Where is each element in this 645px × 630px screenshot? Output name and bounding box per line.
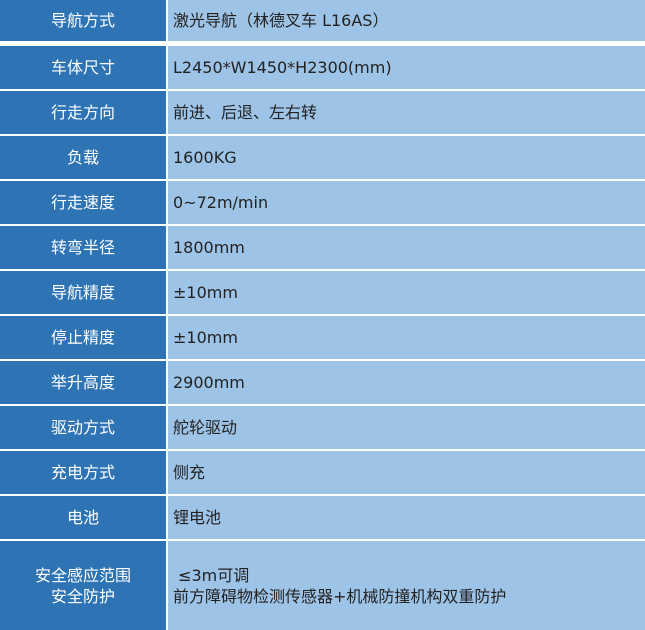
spec-value-text: ±10mm	[173, 283, 238, 302]
spec-value-text: 0~72m/min	[173, 193, 269, 212]
spec-value: 1600KG	[168, 136, 645, 179]
spec-value: 舵轮驱动	[168, 406, 645, 449]
label-line: 安全防护	[50, 586, 115, 606]
spec-value-text: ±10mm	[173, 328, 238, 347]
spec-label: 车体尺寸	[0, 46, 166, 89]
spec-label: 安全感应范围 安全防护	[0, 541, 166, 630]
spec-label: 充电方式	[0, 451, 166, 494]
spec-value: 激光导航（林德叉车 L16AS）	[168, 0, 645, 41]
spec-value-text: 1800mm	[173, 238, 245, 257]
spec-label: 转弯半径	[0, 226, 166, 269]
value-line: 前方障碍物检测传感器+机械防撞机构双重防护	[173, 586, 507, 606]
table-row: 电池 锂电池	[0, 496, 645, 539]
spec-label: 导航方式	[0, 0, 166, 41]
spec-value: 前进、后退、左右转	[168, 91, 645, 134]
spec-label: 停止精度	[0, 316, 166, 359]
table-row: 驱动方式 舵轮驱动	[0, 406, 645, 449]
label-line: 安全感应范围	[34, 565, 131, 585]
spec-label: 行走方向	[0, 91, 166, 134]
spec-value-text: 1600KG	[173, 148, 237, 167]
spec-value: 0~72m/min	[168, 181, 645, 224]
spec-label: 行走速度	[0, 181, 166, 224]
spec-value-text: 前进、后退、左右转	[173, 103, 318, 122]
table-row: 导航精度 ±10mm	[0, 271, 645, 314]
table-row: 导航方式 激光导航（林德叉车 L16AS）	[0, 0, 645, 41]
table-row: 转弯半径 1800mm	[0, 226, 645, 269]
spec-label: 导航精度	[0, 271, 166, 314]
spec-value-text: 2900mm	[173, 373, 245, 392]
spec-value: 2900mm	[168, 361, 645, 404]
spec-label: 驱动方式	[0, 406, 166, 449]
table-row: 停止精度 ±10mm	[0, 316, 645, 359]
spec-value-text: 侧充	[173, 463, 206, 482]
spec-value-text: 锂电池	[173, 508, 222, 527]
spec-value: ±10mm	[168, 316, 645, 359]
table-row: 负载 1600KG	[0, 136, 645, 179]
spec-value: 侧充	[168, 451, 645, 494]
table-row: 充电方式 侧充	[0, 451, 645, 494]
spec-value: ≤3m可调 前方障碍物检测传感器+机械防撞机构双重防护	[168, 541, 645, 630]
spec-value-text: L2450*W1450*H2300(mm)	[173, 58, 392, 77]
spec-value: 1800mm	[168, 226, 645, 269]
spec-label: 举升高度	[0, 361, 166, 404]
spec-label: 负载	[0, 136, 166, 179]
table-row: 安全感应范围 安全防护 ≤3m可调 前方障碍物检测传感器+机械防撞机构双重防护	[0, 541, 645, 630]
value-line: ≤3m可调	[173, 565, 250, 585]
table-row: 车体尺寸 L2450*W1450*H2300(mm)	[0, 46, 645, 89]
spec-value-text: 舵轮驱动	[173, 418, 238, 437]
table-row: 举升高度 2900mm	[0, 361, 645, 404]
spec-value: ±10mm	[168, 271, 645, 314]
spec-label: 电池	[0, 496, 166, 539]
table-row: 行走速度 0~72m/min	[0, 181, 645, 224]
spec-value-text: 激光导航（林德叉车 L16AS）	[173, 11, 389, 30]
table-row: 行走方向 前进、后退、左右转	[0, 91, 645, 134]
spec-value: 锂电池	[168, 496, 645, 539]
spec-value: L2450*W1450*H2300(mm)	[168, 46, 645, 89]
